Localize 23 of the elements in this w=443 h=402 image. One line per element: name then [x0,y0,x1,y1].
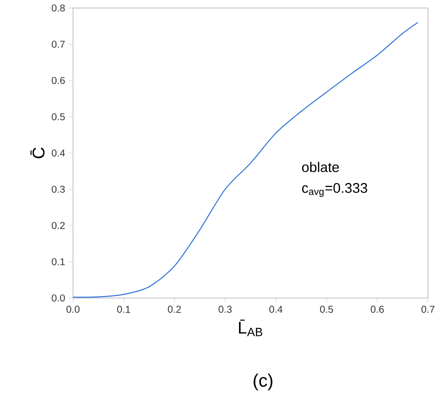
x-tick-label: 0.4 [269,306,282,313]
y-tick-label: 0.7 [52,40,65,48]
x-tick-label: 0.2 [168,306,181,313]
x-tick-label: 0.5 [320,306,334,313]
y-tick-label: 0.8 [52,4,65,12]
y-tick-label: 0.5 [52,113,65,120]
y-axis-title: C̄ [30,148,45,158]
x-tick-label: 0.1 [117,306,130,313]
x-tick-label: 0.3 [218,306,232,313]
y-tick-label: 0.6 [52,76,65,84]
annotation: c$_{avg}$=0.333 [302,183,368,197]
y-tick-label: 0.0 [52,294,65,302]
x-tick-label: 0.7 [421,306,434,313]
y-tick-label: 0.4 [52,149,65,157]
y-tick-label: 0.3 [52,186,65,193]
y-tick-label: 0.2 [52,222,65,230]
x-tick-label: 0.6 [370,306,384,313]
annotation: oblate [302,162,339,172]
line-series [73,22,418,298]
x-tick-label: 0.0 [66,306,80,313]
x-axis-title: L̄$_{AB}$ [239,320,262,336]
text: (c) [254,374,272,390]
y-tick-label: 0.1 [52,258,65,266]
